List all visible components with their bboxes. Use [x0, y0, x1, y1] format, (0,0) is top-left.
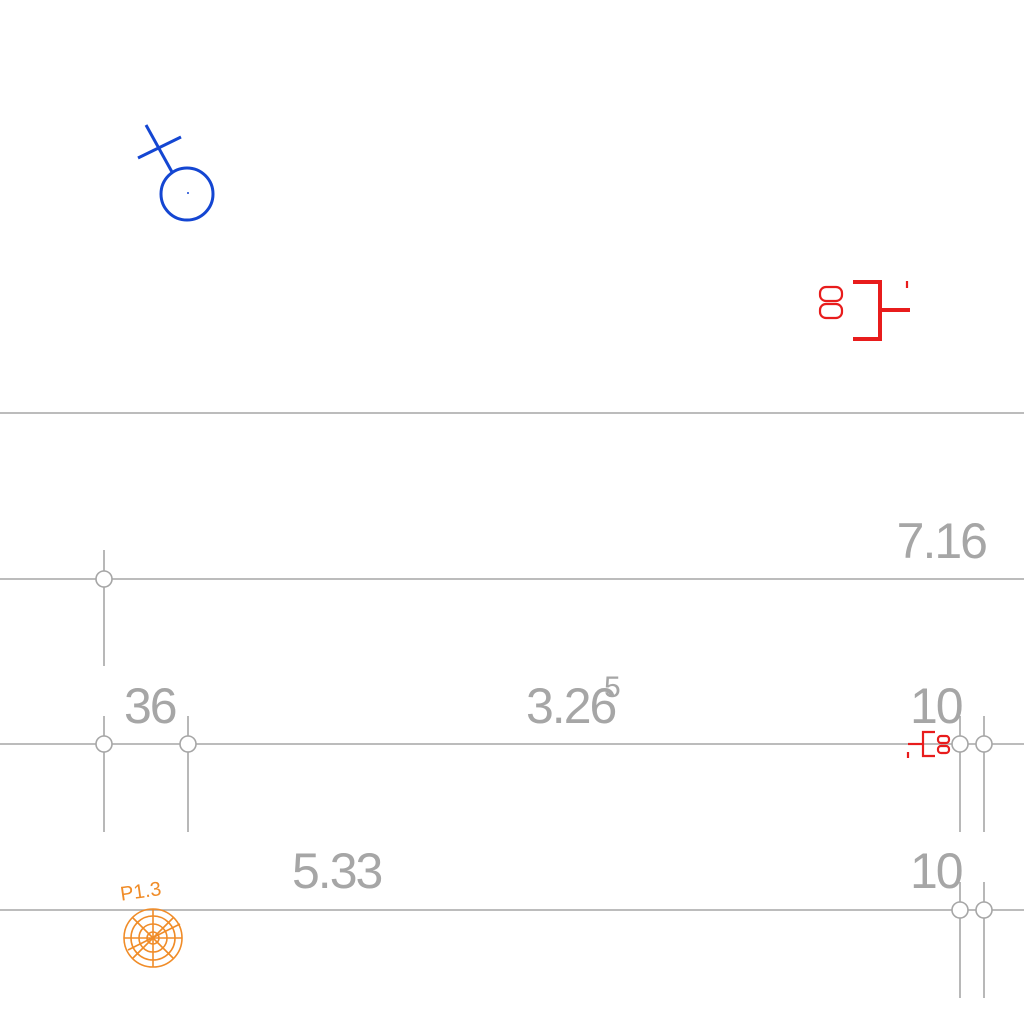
electrical-outlet-icon [818, 280, 910, 341]
pile-foundation-icon [123, 908, 183, 968]
grid-node [951, 901, 969, 919]
grid-node [95, 735, 113, 753]
dimension-label: 10 [910, 678, 962, 734]
dimension-superscript: 5 [604, 671, 621, 704]
grid-node [951, 735, 969, 753]
electrical-outlet-icon [906, 730, 951, 758]
dimension-label: 36 [124, 678, 176, 734]
grid-node [179, 735, 197, 753]
dimension-label: 3.26 [526, 678, 616, 734]
grid-node [95, 570, 113, 588]
venus-like-fixture-icon [137, 124, 215, 222]
grid-node [975, 901, 993, 919]
dimension-label: 10 [910, 843, 962, 899]
grid-node [975, 735, 993, 753]
pile-tag-label: P1.3 [119, 878, 163, 906]
dimension-label: 5.33 [292, 843, 382, 899]
dimension-label: 7.16 [897, 513, 987, 569]
